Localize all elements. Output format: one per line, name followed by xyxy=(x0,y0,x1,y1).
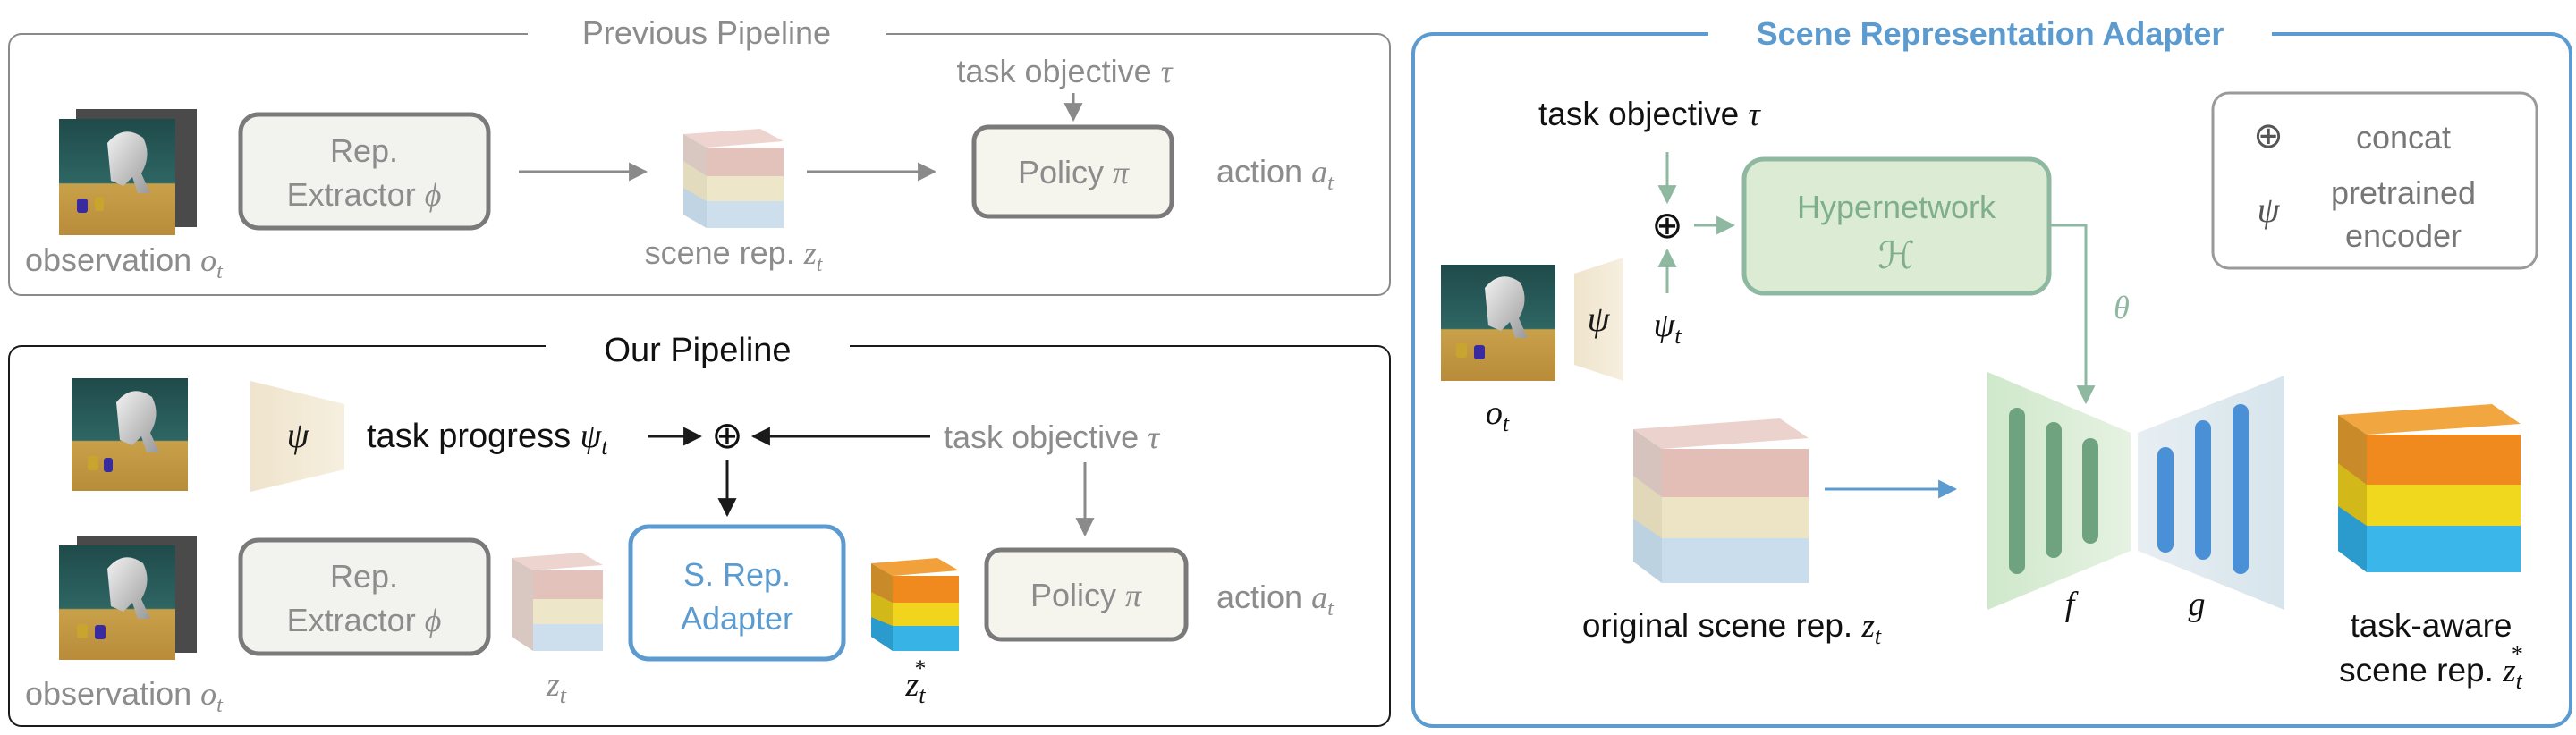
our-rep-extractor-line1: Rep. xyxy=(330,558,398,595)
task-progress-label: task progress ψt xyxy=(367,418,608,460)
arrow-hypernetwork-to-f xyxy=(2049,224,2096,405)
progress-observation-image xyxy=(72,378,188,491)
legend-psi-symbol: ψ xyxy=(2258,190,2281,230)
our-action-label: action at xyxy=(1216,579,1335,621)
psi-encoder-shape xyxy=(250,381,344,492)
rep-extractor-line2: Extractor ϕ xyxy=(287,176,442,213)
f-layer-2 xyxy=(2046,422,2062,558)
g-layer-3 xyxy=(2233,404,2249,574)
our-task-aware-cube xyxy=(871,558,959,651)
adapter-line2: Adapter xyxy=(681,600,793,637)
hypernetwork-label: Hypernetwork xyxy=(1797,189,1996,225)
g-layer-2 xyxy=(2195,420,2211,560)
adapter-line1: S. Rep. xyxy=(683,556,791,593)
task-aware-scene-rep-cube xyxy=(2338,404,2521,572)
our-observation-image xyxy=(59,536,197,660)
adapter-box xyxy=(628,524,846,662)
our-z-label: zt xyxy=(546,666,567,708)
f-label: f xyxy=(2065,586,2079,623)
our-rep-extractor-box xyxy=(238,537,491,656)
adapter-panel-title: Scene Representation Adapter xyxy=(1757,15,2224,52)
adapter-panel: Scene Representation Adapter ⊕ concat ψ … xyxy=(1411,13,2572,728)
rep-extractor-box xyxy=(238,112,491,231)
g-label: g xyxy=(2189,586,2206,623)
adapter-task-objective-label: task objective τ xyxy=(1538,96,1761,133)
previous-pipeline-title: Previous Pipeline xyxy=(582,14,831,51)
policy-box xyxy=(971,124,1174,219)
concat-symbol: ⊕ xyxy=(711,414,742,456)
our-pipeline-title: Our Pipeline xyxy=(604,332,791,369)
observation-label: observation ot xyxy=(25,241,224,283)
action-label: action at xyxy=(1216,153,1335,195)
our-task-objective-label: task objective τ xyxy=(944,418,1160,455)
our-scene-rep-cube xyxy=(512,553,603,651)
scene-rep-cube xyxy=(683,129,784,228)
legend-psi-line2: encoder xyxy=(2345,217,2462,254)
our-policy-box xyxy=(984,547,1189,642)
original-scene-rep-label: original scene rep. zt xyxy=(1582,607,1882,649)
legend-concat-symbol: ⊕ xyxy=(2253,116,2284,156)
legend-box xyxy=(2211,91,2538,270)
scene-rep-label: scene rep. zt xyxy=(645,234,824,276)
our-policy-label: Policy π xyxy=(1030,577,1142,613)
g-layer-1 xyxy=(2157,447,2174,553)
observation-image xyxy=(59,109,197,235)
our-zstar-label: zt* xyxy=(904,655,926,708)
theta-label: θ xyxy=(2114,290,2130,325)
task-aware-line1: task-aware xyxy=(2351,607,2512,644)
original-scene-rep-cube xyxy=(1633,418,1809,583)
our-rep-extractor-line2: Extractor ϕ xyxy=(287,602,442,638)
legend-concat-label: concat xyxy=(2356,119,2451,156)
task-aware-line2: scene rep. zt* xyxy=(2339,641,2523,694)
legend-psi-line1: pretrained xyxy=(2331,174,2476,211)
f-layer-3 xyxy=(2082,438,2098,544)
adapter-observation-image xyxy=(1441,265,1555,381)
rep-extractor-line1: Rep. xyxy=(330,132,398,169)
our-observation-label: observation ot xyxy=(25,675,224,717)
our-pipeline-panel: Our Pipeline ψ task progress ψt ⊕ task o… xyxy=(8,327,1391,727)
psi-encoder-symbol: ψ xyxy=(287,415,310,455)
f-layer-1 xyxy=(2009,408,2025,574)
task-objective-label: task objective τ xyxy=(956,53,1173,89)
adapter-o-label: ot xyxy=(1486,394,1510,436)
adapter-psi-encoder-symbol: ψ xyxy=(1588,299,1611,339)
adapter-concat-symbol: ⊕ xyxy=(1651,204,1682,246)
policy-label: Policy π xyxy=(1018,154,1130,190)
previous-pipeline-panel: Previous Pipeline observation ot Rep. Ex… xyxy=(8,14,1391,296)
adapter-psi-t-label: ψt xyxy=(1654,307,1682,349)
hypernetwork-symbol: ℋ xyxy=(1877,236,1915,277)
adapter-psi-encoder-shape xyxy=(1574,258,1623,381)
